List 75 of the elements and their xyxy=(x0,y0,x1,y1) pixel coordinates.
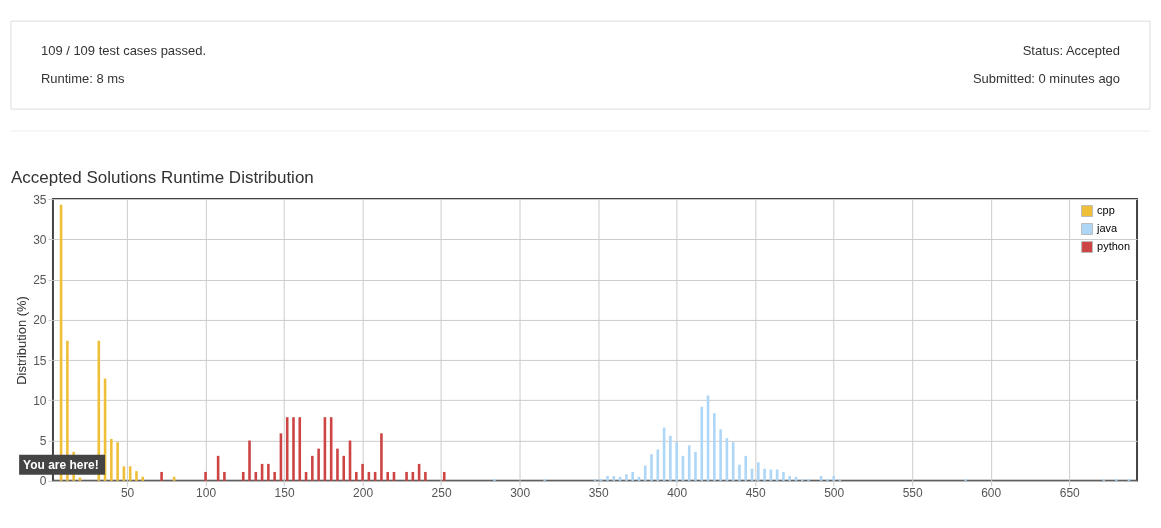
legend-label: python xyxy=(1097,240,1131,252)
x-tick-label: 600 xyxy=(981,486,1002,501)
bar xyxy=(380,433,383,481)
bar xyxy=(694,451,697,481)
x-tick-label: 450 xyxy=(745,486,766,501)
bar xyxy=(386,471,390,481)
text: 109 / 109 test cases passed. xyxy=(40,43,207,59)
legend-label: cpp xyxy=(1097,204,1115,217)
bar xyxy=(675,442,678,481)
bar xyxy=(700,406,704,481)
bar xyxy=(311,455,314,481)
text: Runtime: 8 ms xyxy=(40,71,126,87)
x-tick-label: 400 xyxy=(667,486,688,501)
bar xyxy=(223,471,226,481)
bar xyxy=(650,454,653,481)
chart-title: Accepted Solutions Runtime Distribution xyxy=(10,168,314,188)
bar xyxy=(631,471,634,481)
bar xyxy=(285,417,289,481)
x-tick-label: 50 xyxy=(120,486,135,501)
bar xyxy=(355,471,358,481)
x-tick-label: 100 xyxy=(196,486,217,501)
y-tick-label: 25 xyxy=(33,273,47,288)
y-tick-label: 0 xyxy=(39,474,47,489)
bar xyxy=(719,429,722,481)
text: Status: Accepted xyxy=(1022,43,1121,59)
bar xyxy=(273,471,276,481)
bar xyxy=(757,462,760,481)
y-tick-label: 30 xyxy=(33,232,47,247)
bar xyxy=(625,474,628,481)
bar xyxy=(298,417,302,481)
bar xyxy=(160,471,163,481)
x-tick-label: 200 xyxy=(353,486,374,501)
text: Submitted: 0 minutes ago xyxy=(972,71,1121,87)
bar xyxy=(606,475,609,481)
y-tick-label: 15 xyxy=(33,353,47,368)
bar xyxy=(248,440,251,481)
bar xyxy=(141,476,145,481)
legend-label: java xyxy=(1096,222,1119,235)
bar xyxy=(241,471,245,481)
x-tick-label: 300 xyxy=(510,486,531,501)
y-axis-title: Distribution (%) xyxy=(14,296,30,385)
bar xyxy=(669,435,672,481)
x-tick-label: 500 xyxy=(824,486,845,501)
bar xyxy=(110,438,113,481)
x-tick-label: 550 xyxy=(902,486,924,501)
bar xyxy=(713,413,716,481)
bar xyxy=(135,471,138,481)
x-tick-label: 150 xyxy=(274,486,295,501)
bar xyxy=(116,442,119,481)
y-tick-label: 5 xyxy=(39,434,47,449)
bar xyxy=(317,448,320,481)
x-tick-label: 250 xyxy=(431,486,452,501)
bar xyxy=(832,475,835,481)
bar xyxy=(788,475,791,481)
y-tick-label: 10 xyxy=(33,393,47,408)
bar xyxy=(782,471,785,481)
y-tick-label: 35 xyxy=(33,192,47,207)
bar xyxy=(763,468,766,481)
bar xyxy=(687,445,691,481)
bar xyxy=(336,448,339,481)
bar xyxy=(204,471,207,481)
bar xyxy=(267,463,270,481)
y-tick-label: 20 xyxy=(33,313,47,328)
bar xyxy=(405,471,408,481)
annotation: You are here! xyxy=(23,457,99,472)
bar xyxy=(442,471,446,481)
bar xyxy=(424,471,427,481)
bar xyxy=(744,455,748,481)
x-tick-label: 350 xyxy=(588,486,609,501)
bar xyxy=(342,455,346,481)
x-tick-label: 650 xyxy=(1059,486,1081,501)
bar xyxy=(643,465,647,481)
bar xyxy=(292,417,295,481)
bar xyxy=(738,464,741,481)
bar xyxy=(361,463,364,481)
